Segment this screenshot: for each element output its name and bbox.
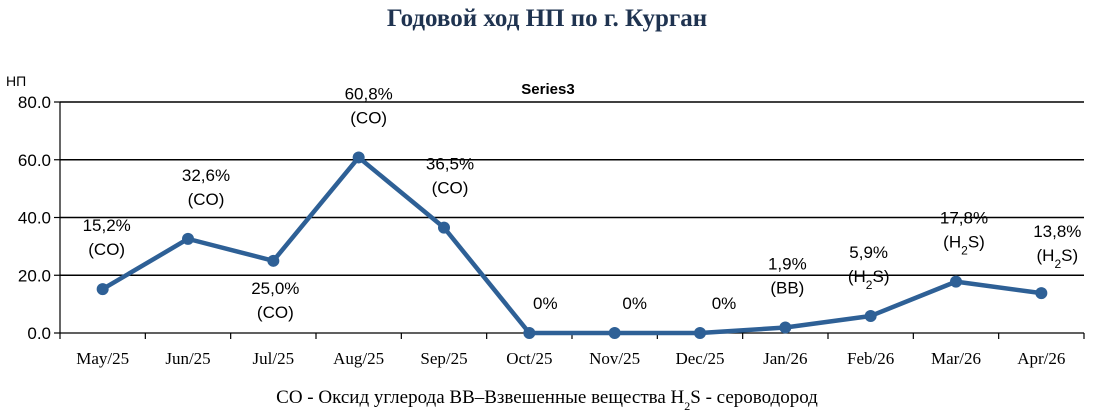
x-tick-label: Aug/25 xyxy=(333,349,384,368)
x-tick-label: Mar/26 xyxy=(931,349,981,368)
data-point xyxy=(182,232,194,245)
y-tick-label: 0.0 xyxy=(27,324,51,343)
data-label-value: 1,9% xyxy=(768,255,807,274)
data-label-value: 17,8% xyxy=(940,209,988,228)
data-label-value: 15,2% xyxy=(83,216,131,235)
data-point xyxy=(352,151,365,164)
y-tick-label: 80.0 xyxy=(18,93,51,112)
data-label-value: 13,8% xyxy=(1033,222,1081,241)
data-label-substance: (H2S) xyxy=(1037,246,1079,271)
chart-footnote: CO - Оксид углерода ВВ–Взвешенные вещест… xyxy=(276,387,818,411)
data-label-value: 0% xyxy=(533,294,558,313)
gridlines xyxy=(60,101,1084,276)
x-tick-label: Jul/25 xyxy=(253,349,295,368)
series-layer xyxy=(96,151,1048,339)
data-label-substance: (CO) xyxy=(432,179,469,198)
data-point xyxy=(779,321,792,334)
data-label-value: 60,8% xyxy=(345,84,393,103)
data-labels: 15,2% (CO) 32,6% (CO) 25,0% (CO) 60,8% (CO) 36,5… xyxy=(83,84,1082,321)
data-point xyxy=(1035,287,1048,300)
x-tick-labels: May/25 Jun/25 Jul/25 Aug/25 Sep/25 Oct/25 Nov/… xyxy=(76,349,1065,368)
y-tick-label: 20.0 xyxy=(18,266,51,285)
chart-title: Годовой ход НП по г. Курган xyxy=(387,5,707,32)
data-point xyxy=(267,254,280,267)
data-label-substance: (CO) xyxy=(88,240,125,259)
data-label-value: 36,5% xyxy=(426,155,474,174)
y-tick-labels: 0.0 20.0 40.0 60.0 80.0 xyxy=(18,93,51,343)
data-point xyxy=(950,275,962,288)
x-tick-label: Jun/25 xyxy=(165,349,210,368)
data-point xyxy=(608,327,621,339)
x-tick-label: Jan/26 xyxy=(763,349,807,368)
data-label-value: 0% xyxy=(622,294,647,313)
series-name-label: Series3 xyxy=(521,81,574,98)
data-label-value: 5,9% xyxy=(849,243,888,262)
y-axis-label: НП xyxy=(6,73,26,89)
data-label-value: 0% xyxy=(712,294,737,313)
x-tick-label: Sep/25 xyxy=(420,349,467,368)
data-point xyxy=(96,283,109,296)
data-point xyxy=(864,309,877,322)
x-tick-label: Oct/25 xyxy=(506,349,552,368)
data-label-substance: (CO) xyxy=(188,190,225,209)
data-label-substance: (CO) xyxy=(257,303,294,322)
data-label-value: 25,0% xyxy=(251,279,299,298)
data-point xyxy=(438,221,450,234)
data-label-substance: (BB) xyxy=(770,279,804,298)
data-label-substance: (H2S) xyxy=(943,233,985,258)
data-label-substance: (CO) xyxy=(350,108,387,127)
y-tick-label: 60.0 xyxy=(18,151,51,170)
data-label-value: 32,6% xyxy=(182,166,230,185)
series-line xyxy=(101,155,1042,336)
axes xyxy=(54,101,1085,339)
x-tick-label: Dec/25 xyxy=(675,349,724,368)
x-tick-label: Feb/26 xyxy=(847,349,894,368)
y-tick-label: 40.0 xyxy=(18,209,51,228)
x-tick-label: Apr/26 xyxy=(1017,349,1065,368)
x-tick-label: May/25 xyxy=(76,349,129,368)
x-tick-label: Nov/25 xyxy=(589,349,640,368)
data-point xyxy=(523,327,536,339)
data-point xyxy=(694,327,706,339)
data-label-substance: (H2S) xyxy=(848,267,890,292)
